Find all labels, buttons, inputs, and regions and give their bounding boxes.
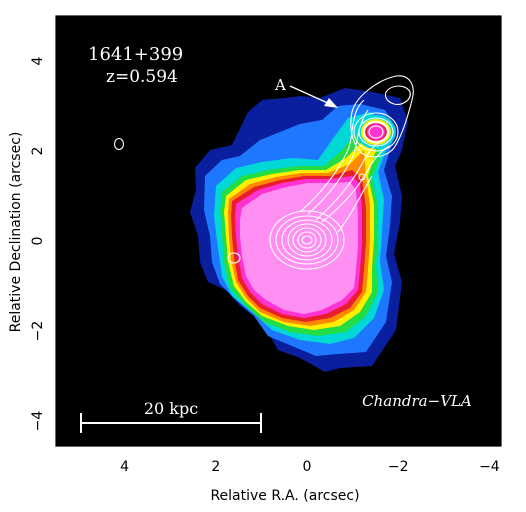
jet-contour [315,139,385,221]
axis-ticks: 4 2 0 −2 −4 4 2 0 −2 −4 [30,15,501,475]
scale-bar-label: 20 kpc [144,399,198,418]
core-contour [275,215,339,265]
feature-label-a: A [274,76,286,94]
core-contour [301,235,313,245]
jet-contour [337,175,373,233]
y-tick-label: 4 [30,56,46,65]
x-tick-label: 0 [303,459,312,475]
hotspot-contour [362,120,390,144]
feature-arrow-line [289,85,331,105]
x-tick-label: −4 [479,459,500,475]
xray-emission [190,88,408,372]
small-contour [227,252,241,264]
y-tick-label: 0 [30,237,46,246]
y-axis-title: Relative Declination (arcsec) [8,132,24,333]
small-contour [113,137,125,151]
small-contour [358,173,366,181]
y-tick-label: 2 [30,147,46,156]
hotspot-contour [350,75,414,158]
plot-frame [55,15,502,447]
source-name: 1641+399 [88,44,183,65]
redshift-label: z=0.594 [106,67,178,87]
credit-label: Chandra−VLA [362,392,472,410]
x-axis-title: Relative R.A. (arcsec) [210,488,359,504]
y-tick-label: −4 [30,411,46,432]
x-tick-label: 2 [211,459,220,475]
radio-contours [113,75,414,270]
hotspot-contour [358,117,394,147]
jet-contour [299,99,365,213]
feature-arrow-head [324,98,338,108]
core-contour [292,227,322,253]
core-contour [287,223,327,257]
x-tick-label: 4 [120,459,129,475]
core-contour [281,219,333,261]
hotspot-contour [384,85,411,105]
y-tick-label: −2 [30,321,46,342]
x-tick-label: −2 [388,459,409,475]
core-contour [269,210,345,270]
hotspot-contour [353,112,399,152]
core-contour [297,231,317,249]
hotspot-contour [368,125,384,139]
emission-core [240,182,358,314]
